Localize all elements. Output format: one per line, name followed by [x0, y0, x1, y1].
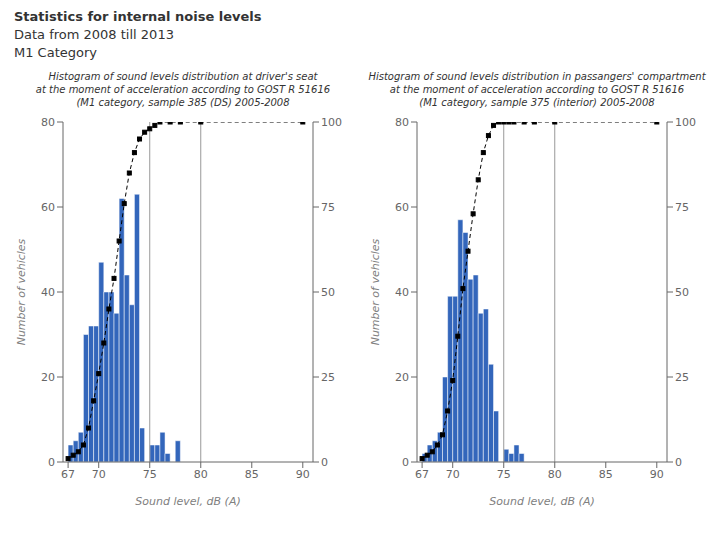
html-text:at the moment of acceleration: at the moment of acceleration according …: [389, 84, 685, 95]
svg-text:0: 0: [48, 456, 55, 469]
svg-text:40: 40: [41, 286, 55, 299]
svg-text:80: 80: [194, 468, 208, 481]
html-text:Data from 2008 till 2013: Data from 2008 till 2013: [14, 27, 174, 43]
svg-text:80: 80: [395, 116, 409, 129]
svg-text:50: 50: [675, 286, 689, 299]
svg-text:90: 90: [296, 468, 310, 481]
svg-text:25: 25: [675, 371, 689, 384]
svg-text:80: 80: [41, 116, 55, 129]
svg-text:67: 67: [61, 468, 75, 481]
svg-text:0: 0: [402, 456, 409, 469]
svg-text:Sound level, dB (A): Sound level, dB (A): [135, 495, 240, 508]
html-text:(M1 category, sample 375 (inte: (M1 category, sample 375 (interior) 2005…: [419, 97, 655, 108]
svg-text:60: 60: [41, 201, 55, 214]
svg-text:25: 25: [321, 371, 335, 384]
html-text:(M1 category, sample 385 (DS): (M1 category, sample 385 (DS) 2005-2008: [76, 97, 290, 108]
svg-text:70: 70: [446, 468, 460, 481]
svg-text:100: 100: [321, 116, 342, 129]
svg-text:70: 70: [92, 468, 106, 481]
svg-text:20: 20: [395, 371, 409, 384]
svg-text:100: 100: [675, 116, 696, 129]
svg-text:50: 50: [321, 286, 335, 299]
svg-text:75: 75: [321, 201, 335, 214]
svg-text:20: 20: [41, 371, 55, 384]
svg-text:0: 0: [321, 456, 328, 469]
svg-text:75: 75: [675, 201, 689, 214]
html-text:Statistics for internal noise: Statistics for internal noise levels: [14, 9, 262, 24]
svg-text:Sound level, dB (A): Sound level, dB (A): [489, 495, 594, 508]
svg-text:80: 80: [548, 468, 562, 481]
svg-text:67: 67: [415, 468, 429, 481]
svg-text:Number of vehicles: Number of vehicles: [15, 238, 28, 345]
html-text:Histogram of sound levels dist: Histogram of sound levels distribution a…: [48, 71, 318, 82]
svg-text:Number of vehicles: Number of vehicles: [369, 238, 382, 345]
html-text:at the moment of acceleration: at the moment of acceleration according …: [35, 84, 331, 95]
html-text:M1 Category: M1 Category: [14, 45, 97, 61]
svg-text:75: 75: [143, 468, 157, 481]
svg-text:60: 60: [395, 201, 409, 214]
html-text:Histogram of sound levels dist: Histogram of sound levels distribution i…: [368, 71, 706, 82]
svg-text:90: 90: [650, 468, 664, 481]
svg-text:85: 85: [599, 468, 613, 481]
svg-text:75: 75: [497, 468, 511, 481]
svg-text:40: 40: [395, 286, 409, 299]
svg-text:85: 85: [245, 468, 259, 481]
svg-text:0: 0: [675, 456, 682, 469]
